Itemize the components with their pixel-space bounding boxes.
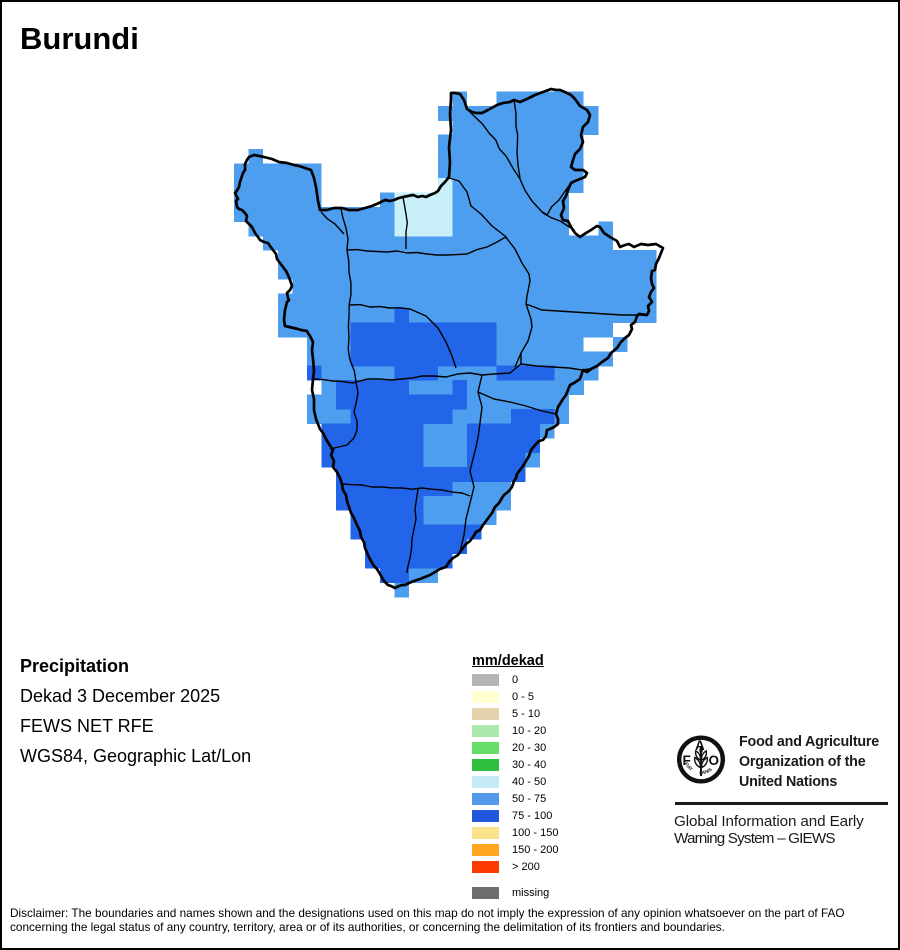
svg-text:F: F	[683, 753, 691, 768]
svg-text:A: A	[695, 738, 705, 753]
svg-text:O: O	[709, 753, 720, 768]
